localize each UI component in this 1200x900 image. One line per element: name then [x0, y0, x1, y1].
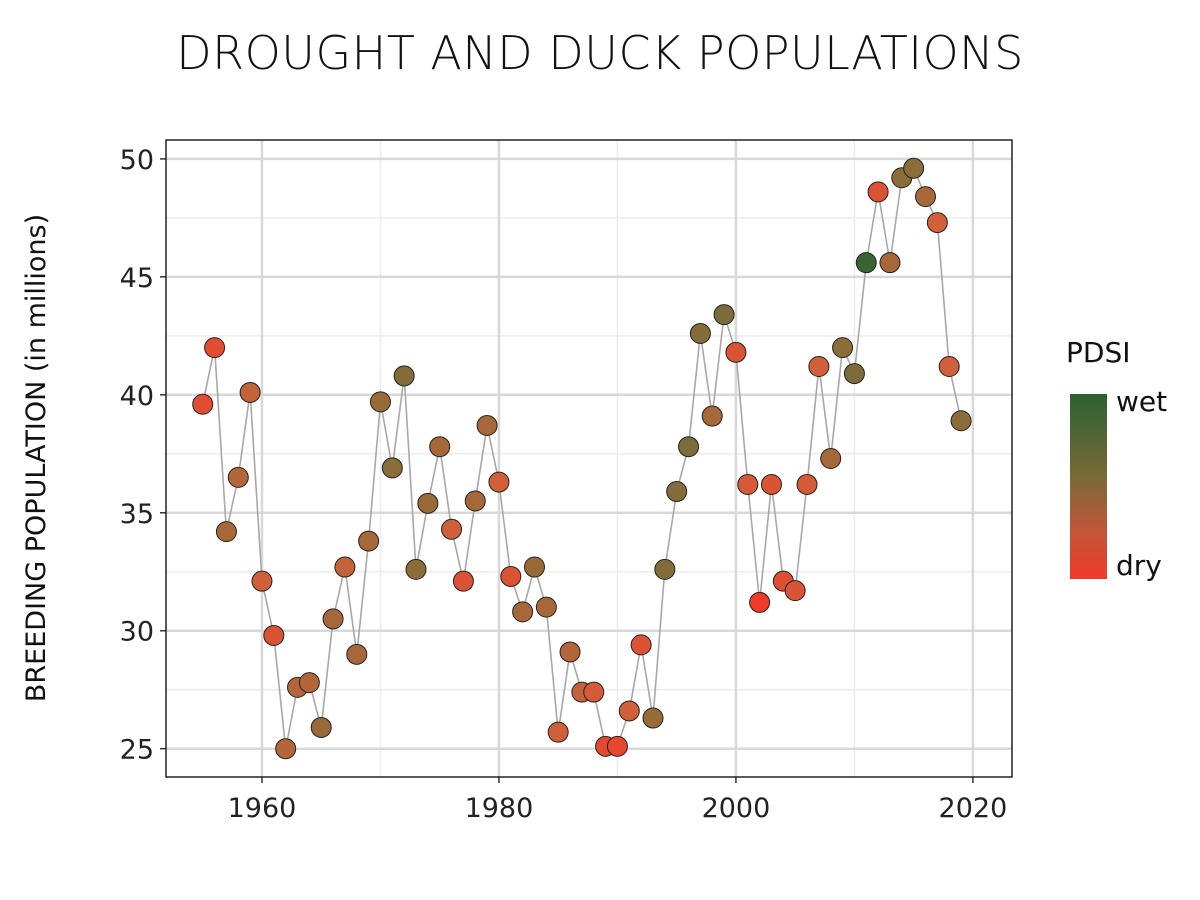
data-point — [500, 565, 522, 587]
data-point — [310, 716, 332, 738]
data-point — [441, 518, 463, 540]
data-point — [547, 721, 569, 743]
data-point — [204, 337, 226, 359]
data-point — [915, 186, 937, 208]
data-point — [464, 490, 486, 512]
data-point — [263, 624, 285, 646]
data-point — [369, 391, 391, 413]
data-point — [523, 556, 545, 578]
data-point — [346, 643, 368, 665]
data-point — [512, 601, 534, 623]
data-point — [796, 473, 818, 495]
data-point — [678, 436, 700, 458]
data-point — [642, 707, 664, 729]
data-point — [843, 363, 865, 385]
data-point — [938, 355, 960, 377]
data-point — [903, 157, 925, 179]
legend: PDSI wet dry — [1066, 336, 1167, 582]
data-point — [666, 481, 688, 503]
data-point — [393, 365, 415, 387]
data-point — [855, 252, 877, 274]
data-point — [737, 473, 759, 495]
plot-background — [166, 140, 1012, 777]
y-tick-label: 35 — [120, 499, 154, 530]
data-point — [832, 337, 854, 359]
data-point — [405, 558, 427, 580]
data-point — [215, 521, 237, 543]
x-tick-label: 1960 — [228, 793, 297, 824]
data-point — [417, 492, 439, 514]
data-point — [488, 471, 510, 493]
data-point — [879, 252, 901, 274]
data-point — [429, 436, 451, 458]
data-point — [867, 181, 889, 203]
data-point — [760, 473, 782, 495]
y-tick-label: 45 — [120, 263, 154, 294]
data-point — [950, 410, 972, 432]
points — [192, 157, 972, 760]
data-point — [251, 570, 273, 592]
x-tick-label: 2020 — [939, 793, 1008, 824]
y-tick-label: 40 — [120, 381, 154, 412]
data-point — [784, 580, 806, 602]
y-tick-label: 25 — [120, 735, 154, 766]
x-tick-label: 2000 — [702, 793, 771, 824]
data-point — [334, 556, 356, 578]
data-point — [630, 634, 652, 656]
grid — [166, 140, 1012, 777]
data-point — [749, 591, 771, 613]
data-point — [606, 735, 628, 757]
data-point — [298, 672, 320, 694]
legend-colorbar — [1070, 394, 1107, 579]
data-point — [227, 466, 249, 488]
data-point — [701, 405, 723, 427]
data-point — [275, 738, 297, 760]
data-point — [725, 341, 747, 363]
data-point — [654, 558, 676, 580]
data-point — [322, 608, 344, 630]
data-point — [689, 322, 711, 344]
data-point — [583, 681, 605, 703]
data-point — [559, 641, 581, 663]
y-tick-label: 50 — [120, 145, 154, 176]
data-point — [535, 596, 557, 618]
data-point — [452, 570, 474, 592]
data-point — [820, 448, 842, 469]
legend-wet-label: wet — [1116, 385, 1167, 418]
data-point — [358, 530, 380, 552]
x-tick-label: 1980 — [465, 793, 534, 824]
y-axis-label: BREEDING POPULATION (in millions) — [21, 214, 52, 702]
plot-border — [165, 139, 1013, 778]
chart-title: DROUGHT AND DUCK POPULATIONS — [176, 26, 1024, 80]
data-point — [713, 304, 735, 326]
legend-dry-label: dry — [1116, 549, 1162, 582]
data-point — [808, 355, 830, 377]
data-point — [476, 414, 498, 436]
axes: 25 30 35 40 45 50 1960 1980 2000 2020 — [120, 139, 1013, 824]
y-tick-label: 30 — [120, 617, 154, 648]
data-point — [618, 700, 640, 722]
data-point — [381, 457, 403, 479]
data-point — [192, 393, 214, 415]
data-point — [926, 212, 948, 234]
data-point — [239, 381, 261, 403]
legend-title: PDSI — [1066, 336, 1130, 369]
